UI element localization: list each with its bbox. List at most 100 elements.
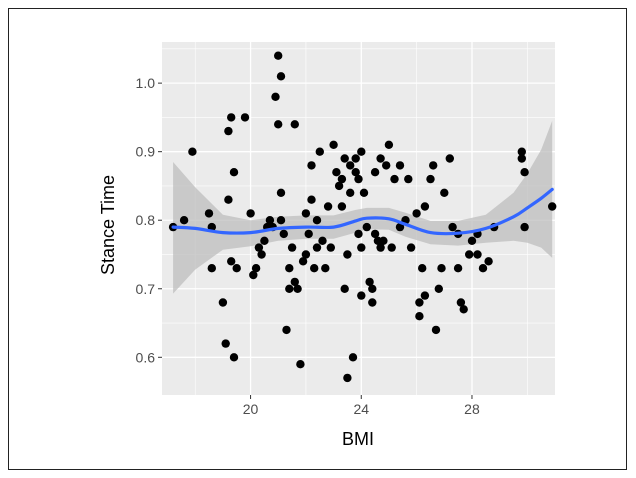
smooth-line [171,187,554,236]
data-point [395,161,405,170]
data-point [179,216,189,225]
data-point [293,284,302,293]
data-point [404,174,413,184]
data-point [285,284,294,293]
data-point [420,291,430,300]
data-point [276,72,286,81]
data-point [467,236,477,245]
data-point [387,243,396,252]
data-point [304,229,313,239]
data-point [254,243,264,252]
data-point [337,202,347,211]
data-point [285,264,294,273]
data-point [517,154,526,163]
data-point [301,209,311,218]
data-point [271,92,280,102]
data-point [296,360,305,369]
data-point [343,250,352,259]
data-point [357,147,366,156]
data-point [473,250,482,259]
data-point [279,229,288,239]
data-point [351,168,360,177]
data-point [434,284,443,293]
data-point [354,229,363,239]
y-axis-title: Stance Time [98,175,118,275]
data-point [246,209,255,218]
x-tick-label: 24 [353,401,369,417]
data-point [307,161,316,170]
x-tick-label: 28 [464,401,480,417]
y-tick-label: 1.0 [136,75,156,91]
data-point [224,195,233,204]
data-point [348,353,358,362]
data-point [379,236,388,245]
data-point [382,161,391,170]
data-point [376,243,385,252]
data-point [312,216,322,225]
data-point [431,325,441,335]
data-point [370,168,380,177]
data-point [323,202,333,211]
data-point [520,168,529,177]
data-point [315,147,324,156]
data-point [290,120,299,129]
data-point [429,161,438,170]
y-tick-label: 0.7 [136,281,156,297]
data-point [420,202,430,211]
data-point [274,51,283,60]
data-point [520,222,529,232]
data-point [188,147,197,156]
data-point [240,113,250,122]
data-point [384,140,394,149]
data-point [357,243,366,252]
data-point [351,154,360,163]
data-point [287,243,297,252]
data-point [265,216,275,225]
data-point [312,243,322,252]
data-point [517,147,526,156]
data-point [318,236,327,245]
data-point [332,168,341,177]
axis-ticks: 20 24 28 0.6 0.7 0.8 0.9 1.0 [136,75,480,417]
data-point [453,264,463,273]
data-point [346,188,355,197]
data-point [251,264,261,273]
data-point [249,270,258,280]
data-point [218,298,228,307]
data-point [301,250,311,259]
y-tick-label: 0.9 [136,144,156,160]
data-point [276,188,286,197]
data-point [418,264,427,273]
y-tick-label: 0.6 [136,349,156,365]
data-point [359,188,369,197]
data-point [346,161,355,170]
data-point [365,277,374,287]
data-point [204,209,214,218]
data-point [456,298,466,307]
data-point [307,195,316,204]
data-point [224,126,233,136]
data-point [310,264,319,273]
data-point [290,277,299,287]
data-point [459,305,468,314]
data-point [415,298,424,307]
data-point [368,284,377,293]
data-point [221,339,230,348]
data-point [440,188,449,197]
x-tick-label: 20 [243,401,259,417]
y-tick-label: 0.8 [136,212,156,228]
data-point [376,154,385,163]
data-point [337,174,347,184]
data-point [465,250,474,259]
data-point [548,202,557,211]
data-point [227,257,236,266]
data-point [334,181,344,191]
data-point [260,236,269,245]
data-point [484,257,493,266]
data-point [232,264,241,273]
data-point [406,243,416,252]
data-point [229,353,239,362]
data-point [321,264,330,273]
data-point [395,222,405,232]
